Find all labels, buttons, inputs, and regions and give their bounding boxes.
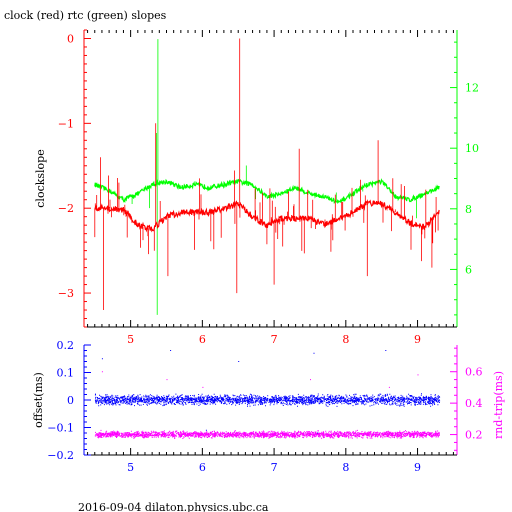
y-tick-label: −2 (58, 202, 74, 215)
x-tick-label: 8 (342, 461, 349, 474)
y2-tick-label: 0.2 (465, 429, 483, 442)
x-tick-label: 9 (414, 333, 421, 346)
x-tick-label: 7 (271, 333, 278, 346)
series-clock-spikes (94, 38, 439, 310)
y-tick-label: 0.1 (57, 367, 75, 380)
y2-axis-label: rnd-trip(ms) (492, 371, 505, 439)
x-tick-label: 9 (414, 461, 421, 474)
y-tick-label: −0.2 (47, 449, 74, 462)
y-axis-label: offset(ms) (32, 372, 45, 428)
y-axis-label: clockslope (34, 149, 47, 207)
y-tick-label: −1 (58, 117, 74, 130)
series-roundtrip-points (94, 371, 440, 439)
y2-tick-label: 10 (465, 142, 479, 155)
series-offset-points (94, 350, 441, 434)
y2-tick-label: 8 (465, 203, 472, 216)
x-tick-label: 8 (342, 333, 349, 346)
series-rtc-line (94, 178, 440, 205)
y2-tick-label: 0.6 (465, 366, 483, 379)
y-tick-label: −0.1 (47, 422, 74, 435)
offset-panel: 0.2 0.1 0 −0.1 −0.2 0.2 0.4 0.6 5 6 7 8 9 offset(ms) r… (32, 339, 505, 474)
y2-tick-label: 6 (465, 263, 472, 276)
chart-title: clock (red) rtc (green) slopes (4, 9, 167, 22)
y-tick-label: 0 (67, 394, 74, 407)
x-tick-label: 5 (127, 461, 134, 474)
x-tick-label: 7 (271, 461, 278, 474)
x-tick-label: 6 (199, 461, 206, 474)
y2-tick-label: 12 (465, 82, 479, 95)
series-clock-line (94, 199, 440, 233)
x-tick-label: 5 (127, 333, 134, 346)
y-tick-label: 0.2 (57, 339, 75, 352)
y2-tick-label: 0.4 (465, 397, 483, 410)
y-tick-label: 0 (67, 32, 74, 45)
y-tick-label: −3 (58, 287, 74, 300)
slope-panel: 0 −1 −2 −3 6 8 10 12 5 6 7 8 9 clockslope (34, 29, 479, 346)
x-tick-label: 6 (199, 333, 206, 346)
footer-label: 2016-09-04 dilaton.physics.ubc.ca (78, 501, 269, 512)
